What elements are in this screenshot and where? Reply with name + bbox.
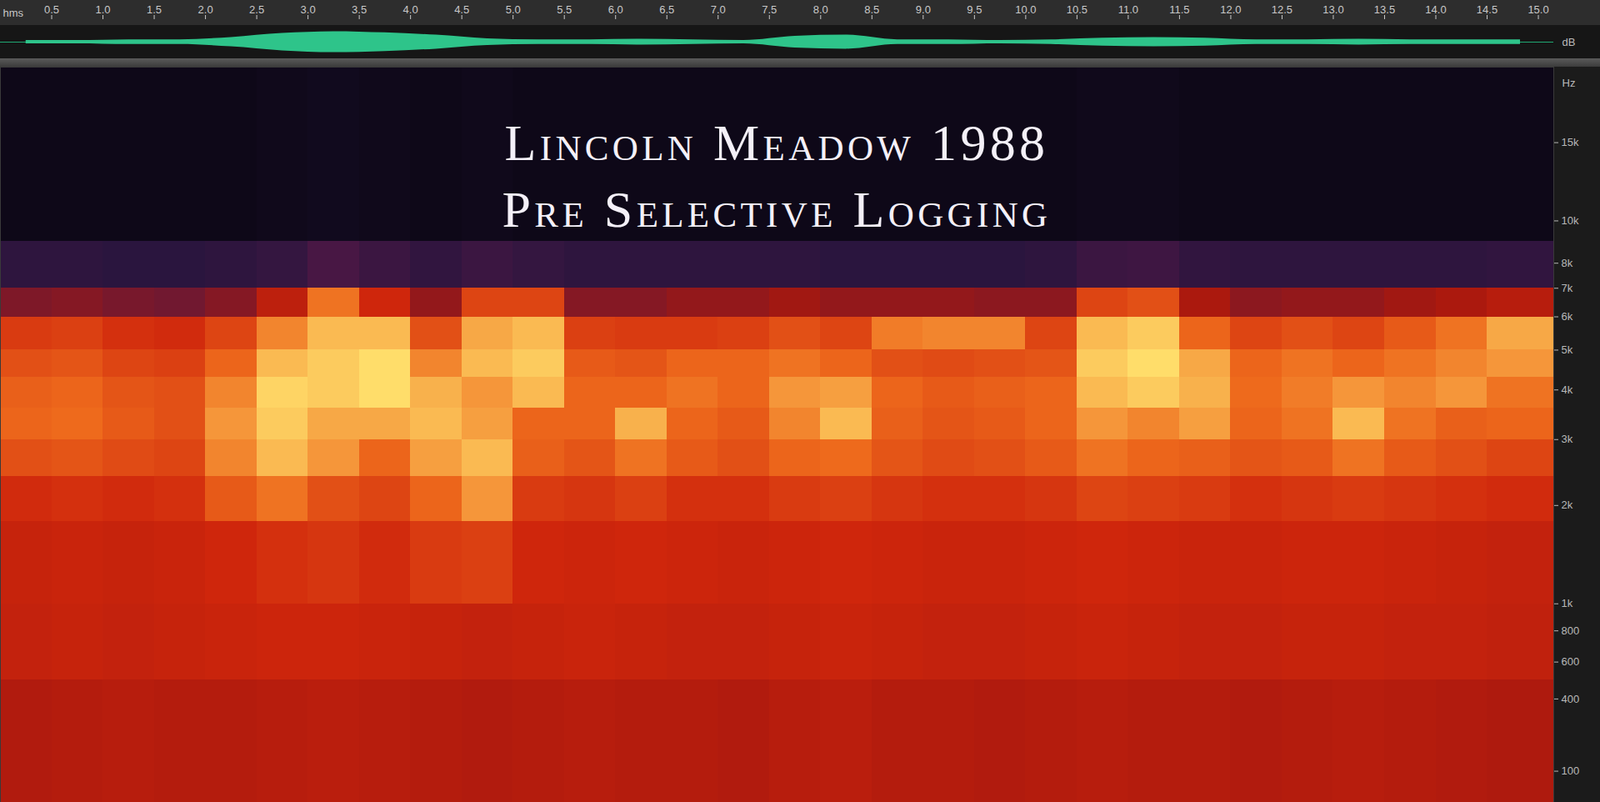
svg-text:12.5: 12.5 <box>1271 3 1293 16</box>
svg-text:3k: 3k <box>1561 432 1574 445</box>
svg-text:hms: hms <box>3 6 25 20</box>
svg-text:7.0: 7.0 <box>710 3 726 16</box>
svg-text:10k: 10k <box>1561 214 1580 227</box>
svg-text:5.5: 5.5 <box>556 3 572 16</box>
svg-text:Hz: Hz <box>1562 76 1576 90</box>
svg-text:4.5: 4.5 <box>454 3 470 16</box>
svg-text:5k: 5k <box>1561 343 1574 356</box>
svg-text:8k: 8k <box>1561 256 1574 270</box>
svg-text:7k: 7k <box>1561 281 1574 295</box>
svg-text:100: 100 <box>1561 764 1580 777</box>
html-text:Pre Selective Logging: Pre Selective Logging <box>502 180 1052 238</box>
svg-text:3.5: 3.5 <box>351 3 367 16</box>
svg-text:14.5: 14.5 <box>1476 3 1498 16</box>
svg-text:8.0: 8.0 <box>813 3 829 16</box>
svg-text:dB: dB <box>1562 35 1576 49</box>
svg-text:7.5: 7.5 <box>761 3 777 16</box>
svg-text:15.0: 15.0 <box>1527 3 1549 16</box>
svg-text:4.0: 4.0 <box>403 3 419 16</box>
svg-text:2.5: 2.5 <box>249 3 265 16</box>
svg-text:5.0: 5.0 <box>505 3 521 16</box>
svg-text:10.0: 10.0 <box>1015 3 1036 16</box>
svg-text:800: 800 <box>1561 624 1580 637</box>
svg-text:1.0: 1.0 <box>95 3 110 16</box>
svg-text:9.0: 9.0 <box>915 3 931 16</box>
svg-text:8.5: 8.5 <box>864 3 880 16</box>
svg-text:6.0: 6.0 <box>608 3 624 16</box>
svg-text:1.5: 1.5 <box>146 3 162 16</box>
svg-text:12.0: 12.0 <box>1220 3 1241 16</box>
svg-text:6.5: 6.5 <box>659 3 675 16</box>
svg-text:0.5: 0.5 <box>44 3 60 16</box>
svg-text:15k: 15k <box>1561 135 1580 149</box>
svg-text:10.5: 10.5 <box>1066 3 1088 16</box>
svg-text:6k: 6k <box>1561 310 1574 323</box>
svg-text:11.0: 11.0 <box>1118 3 1139 16</box>
svg-text:2k: 2k <box>1561 498 1574 511</box>
html-text:Lincoln Meadow 1988: Lincoln Meadow 1988 <box>504 114 1049 171</box>
svg-text:600: 600 <box>1561 655 1580 668</box>
svg-text:14.0: 14.0 <box>1425 3 1446 16</box>
svg-text:2.0: 2.0 <box>198 3 214 16</box>
svg-text:13.0: 13.0 <box>1322 3 1344 16</box>
svg-text:3.0: 3.0 <box>300 3 316 16</box>
svg-text:9.5: 9.5 <box>966 3 982 16</box>
svg-text:13.5: 13.5 <box>1374 3 1395 16</box>
svg-text:4k: 4k <box>1561 383 1574 396</box>
svg-text:400: 400 <box>1561 692 1580 705</box>
svg-text:1k: 1k <box>1561 596 1574 610</box>
svg-text:11.5: 11.5 <box>1169 3 1190 16</box>
